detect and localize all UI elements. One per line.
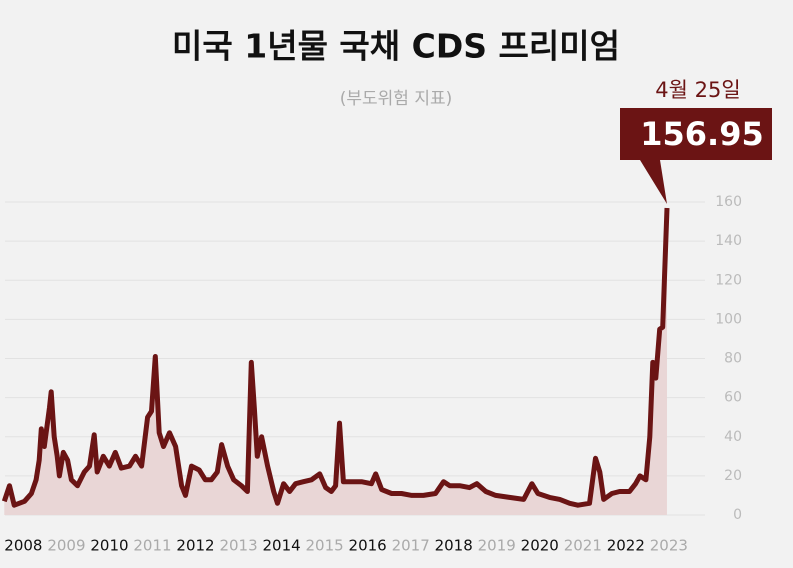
x-tick-label: 2011: [133, 537, 171, 555]
x-tick-label: 2017: [392, 537, 430, 555]
annotation-date: 4월 25일: [655, 78, 740, 102]
y-tick-label: 80: [724, 351, 742, 367]
chart-title: 미국 1년물 국채 CDS 프리미엄: [172, 27, 620, 66]
x-tick-label: 2016: [349, 537, 387, 555]
x-tick-label: 2010: [90, 537, 128, 555]
y-tick-label: 20: [724, 468, 742, 484]
y-tick-label: 120: [715, 272, 742, 288]
annotation-box: [620, 108, 772, 204]
x-tick-label: 2009: [47, 537, 85, 555]
y-tick-label: 40: [724, 429, 742, 445]
x-tick-label: 2013: [219, 537, 257, 555]
x-tick-label: 2023: [650, 537, 688, 555]
x-tick-label: 2018: [435, 537, 473, 555]
x-tick-label: 2012: [176, 537, 214, 555]
x-tick-label: 2019: [478, 537, 516, 555]
x-tick-label: 2015: [306, 537, 344, 555]
y-tick-label: 100: [715, 311, 742, 327]
x-tick-label: 2014: [262, 537, 300, 555]
y-tick-label: 140: [715, 233, 742, 249]
chart-subtitle: (부도위험 지표): [340, 89, 453, 109]
x-tick-label: 2020: [521, 537, 559, 555]
x-tick-label: 2022: [607, 537, 645, 555]
x-tick-label: 2021: [564, 537, 602, 555]
line: [1, 207, 670, 508]
y-tick-label: 0: [733, 507, 742, 523]
y-tick-label: 160: [715, 194, 742, 210]
annotation-value: 156.95: [640, 115, 763, 153]
x-tick-label: 2008: [4, 537, 42, 555]
y-tick-label: 60: [724, 390, 742, 406]
